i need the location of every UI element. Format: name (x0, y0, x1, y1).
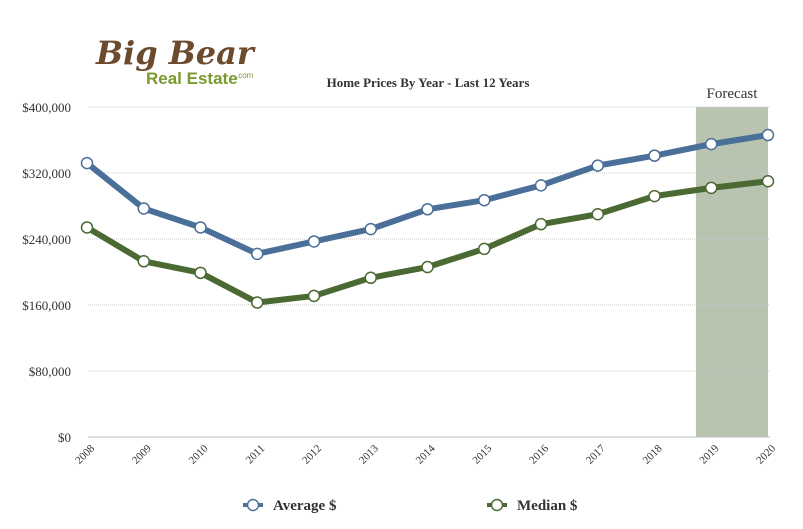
x-tick-label: 2011 (244, 443, 268, 467)
average-point (251, 247, 264, 261)
x-tick-label: 2009 (130, 442, 154, 466)
median-point (478, 242, 491, 256)
x-tick-label: 2018 (641, 442, 665, 466)
grid-lines (88, 106, 770, 438)
y-tick-label: $0 (58, 430, 71, 445)
x-tick-label: 2008 (73, 442, 97, 466)
x-tick-label: 2016 (527, 442, 551, 466)
x-tick-label: 2010 (187, 442, 211, 466)
x-tick-label: 2014 (414, 442, 438, 466)
median-point (591, 208, 604, 221)
x-tick-label: 2013 (357, 442, 381, 466)
average-point (761, 128, 775, 142)
average-point (80, 156, 94, 170)
logo-sub-text: Real Estate (146, 69, 238, 88)
median-point (761, 175, 775, 188)
median-point (705, 181, 718, 195)
y-tick-label: $160,000 (22, 298, 71, 313)
median-point (80, 221, 94, 234)
big-bear-logo: Big Bear Real Estate .com (95, 34, 256, 88)
average-point (194, 221, 207, 234)
average-point (421, 203, 434, 216)
average-point (648, 149, 661, 162)
average-point (307, 235, 321, 248)
y-tick-label: $320,000 (22, 166, 71, 181)
forecast-band: Forecast (695, 86, 768, 437)
median-point (251, 296, 264, 309)
median-legend-marker (490, 498, 504, 512)
x-tick-label: 2017 (584, 442, 608, 466)
average-legend-label: Average $ (273, 498, 337, 514)
median-series-line (84, 178, 771, 306)
x-tick-label: 2015 (470, 442, 494, 466)
median-point (648, 189, 661, 203)
y-tick-label: $80,000 (29, 364, 71, 379)
x-tick-label: 2020 (754, 442, 778, 466)
average-point (364, 222, 377, 236)
y-tick-label: $400,000 (22, 100, 71, 115)
median-point (364, 271, 377, 285)
median-legend-label: Median $ (517, 498, 578, 514)
legend: Average $ Median $ (243, 498, 578, 514)
median-point (534, 217, 548, 231)
average-point (478, 193, 491, 207)
y-tick-label: $240,000 (22, 232, 71, 247)
forecast-band-rect (695, 107, 768, 437)
x-axis: 2008 2009 2010 2011 2012 2013 2014 2015 2016 2017… (73, 442, 778, 466)
forecast-label: Forecast (707, 86, 759, 102)
chart-title: Home Prices By Year - Last 12 Years (327, 75, 530, 90)
median-point (194, 266, 207, 280)
series-group (80, 128, 775, 309)
x-tick-label: 2019 (697, 442, 721, 466)
average-point (137, 202, 150, 215)
x-tick-label: 2012 (300, 443, 324, 467)
average-point (534, 179, 548, 192)
average-legend-marker (246, 498, 260, 512)
median-point (137, 255, 150, 268)
average-point (705, 137, 718, 151)
median-point (421, 260, 434, 274)
median-point (307, 289, 321, 303)
logo-suffix-text: .com (236, 71, 254, 80)
logo-main-text: Big Bear (95, 34, 256, 72)
y-axis: $0 $80,000 $160,000 $240,000 $320,000 $400,00… (22, 100, 71, 445)
average-point (591, 159, 604, 172)
